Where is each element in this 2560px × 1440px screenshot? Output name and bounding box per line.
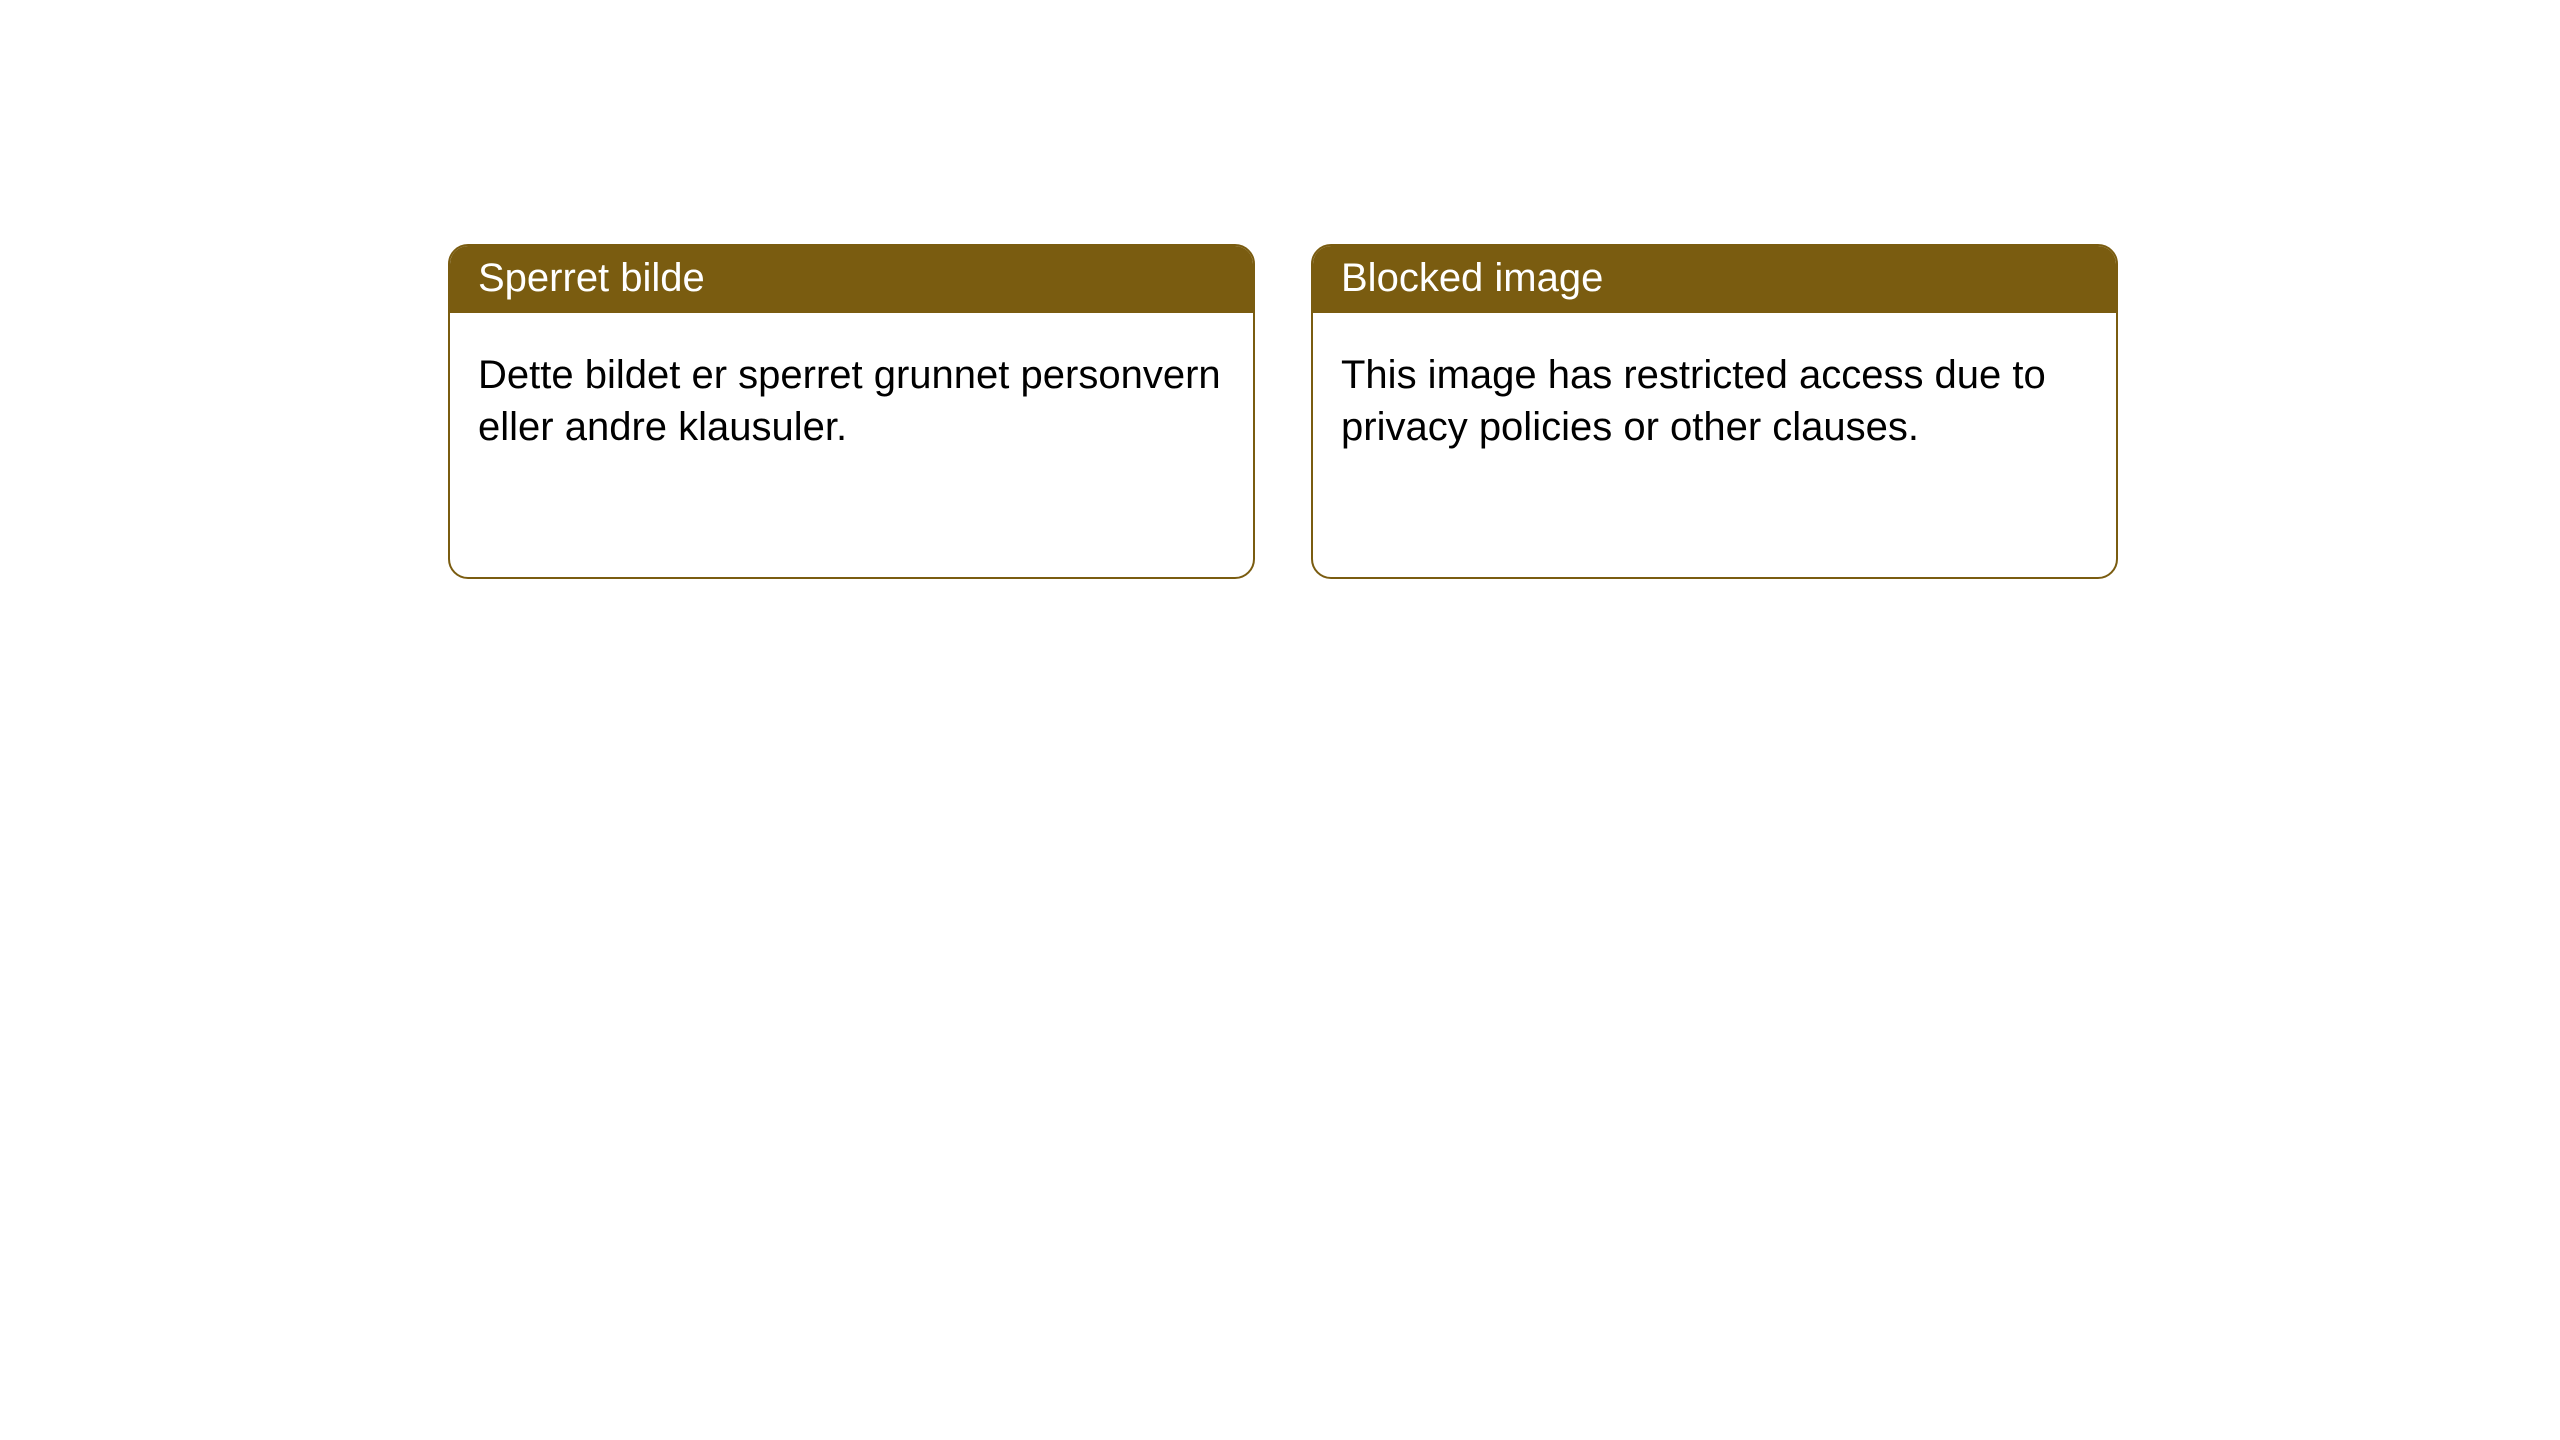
notice-card-body: This image has restricted access due to … (1313, 313, 2116, 489)
notice-card-body: Dette bildet er sperret grunnet personve… (450, 313, 1253, 489)
notice-container: Sperret bilde Dette bildet er sperret gr… (448, 244, 2118, 579)
notice-card-english: Blocked image This image has restricted … (1311, 244, 2118, 579)
notice-card-title: Sperret bilde (450, 246, 1253, 313)
notice-card-title: Blocked image (1313, 246, 2116, 313)
notice-card-norwegian: Sperret bilde Dette bildet er sperret gr… (448, 244, 1255, 579)
